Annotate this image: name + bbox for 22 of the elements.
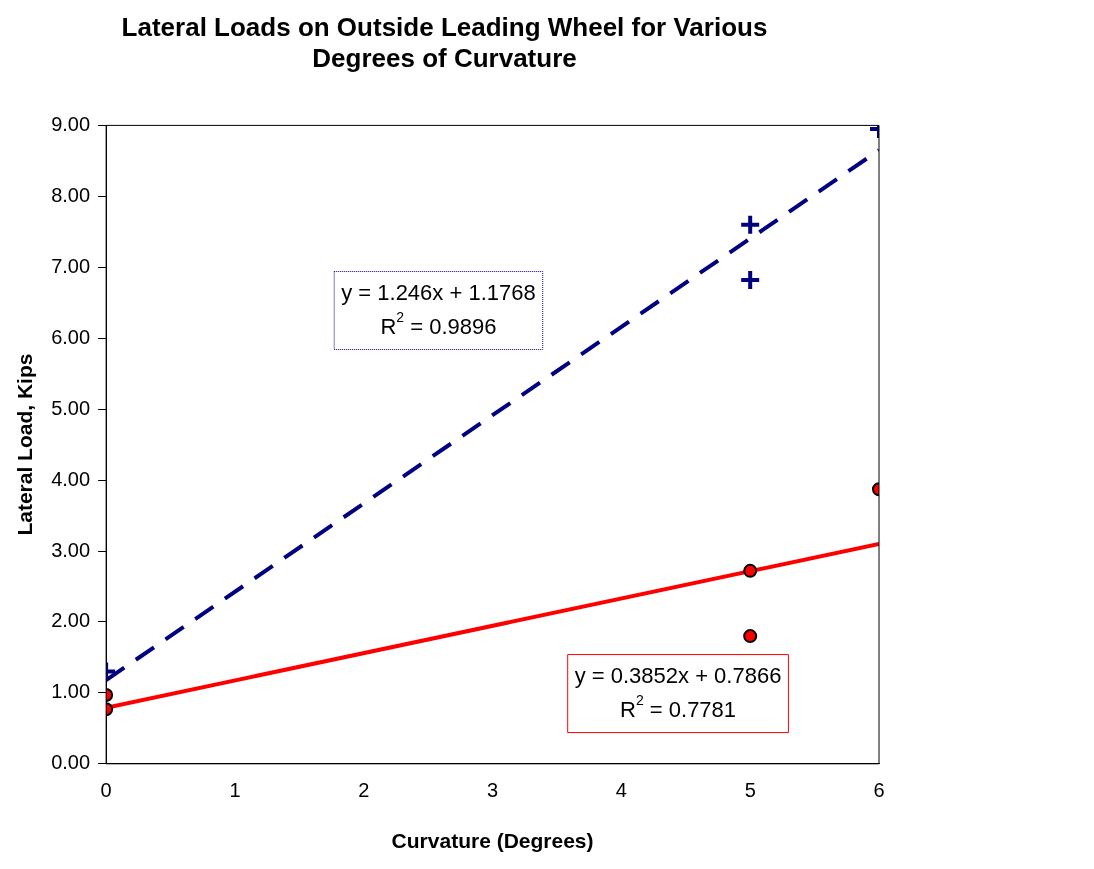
x-tick-label: 2 [358, 779, 370, 802]
y-tick-label: 5.00 [51, 396, 91, 419]
y-tick-label: 2.00 [51, 609, 91, 632]
y-tick-label: 4.00 [51, 467, 91, 490]
y-axis-title: Lateral Load, Kips [13, 353, 37, 536]
chart-title: Lateral Loads on Outside Leading Wheel for Various Degrees of Curvature [121, 11, 768, 73]
point [739, 213, 762, 236]
x-axis-title: Curvature (Degrees) [391, 829, 594, 853]
y-tick-label: 1.00 [51, 680, 91, 703]
x-tick-label: 4 [615, 779, 627, 802]
y-tick-label: 6.00 [51, 325, 91, 348]
x-tick-label: 5 [744, 779, 756, 802]
x-tick-label: 6 [873, 779, 885, 802]
x-tick-label: 1 [229, 779, 241, 802]
y-tick-label: 7.00 [51, 254, 91, 277]
y-tick-label: 0.00 [51, 751, 91, 774]
x-tick-label: 3 [487, 779, 499, 802]
y-tick-label: 8.00 [51, 183, 91, 206]
y-tick-label: 3.00 [51, 538, 91, 561]
point [739, 269, 762, 292]
y-tick-label: 9.00 [51, 112, 91, 135]
x-tick-label: 0 [100, 779, 112, 802]
